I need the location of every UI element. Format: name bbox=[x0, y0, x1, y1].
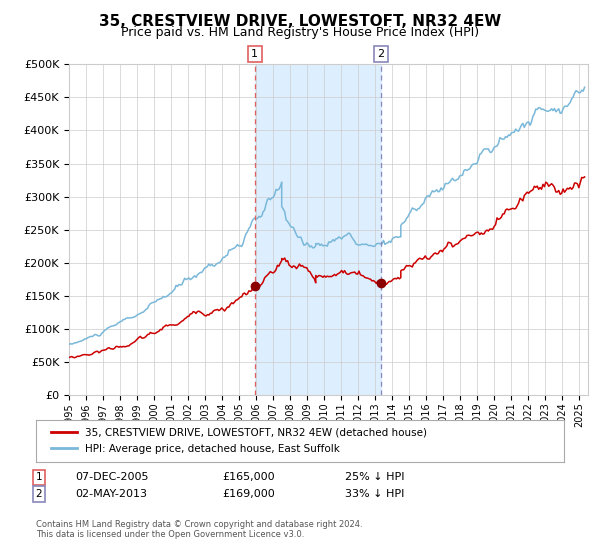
Text: 1: 1 bbox=[251, 49, 259, 59]
Text: 1: 1 bbox=[35, 472, 43, 482]
Text: 2: 2 bbox=[377, 49, 385, 59]
Text: 2: 2 bbox=[35, 489, 43, 499]
Text: Price paid vs. HM Land Registry's House Price Index (HPI): Price paid vs. HM Land Registry's House … bbox=[121, 26, 479, 39]
Legend: 35, CRESTVIEW DRIVE, LOWESTOFT, NR32 4EW (detached house), HPI: Average price, d: 35, CRESTVIEW DRIVE, LOWESTOFT, NR32 4EW… bbox=[46, 424, 431, 458]
Text: £169,000: £169,000 bbox=[222, 489, 275, 499]
Text: £165,000: £165,000 bbox=[222, 472, 275, 482]
Text: 07-DEC-2005: 07-DEC-2005 bbox=[75, 472, 149, 482]
Text: Contains HM Land Registry data © Crown copyright and database right 2024.
This d: Contains HM Land Registry data © Crown c… bbox=[36, 520, 362, 539]
Text: 33% ↓ HPI: 33% ↓ HPI bbox=[345, 489, 404, 499]
Text: 35, CRESTVIEW DRIVE, LOWESTOFT, NR32 4EW: 35, CRESTVIEW DRIVE, LOWESTOFT, NR32 4EW bbox=[99, 14, 501, 29]
Bar bbox=[255, 64, 381, 395]
Text: 02-MAY-2013: 02-MAY-2013 bbox=[75, 489, 147, 499]
Text: 25% ↓ HPI: 25% ↓ HPI bbox=[345, 472, 404, 482]
